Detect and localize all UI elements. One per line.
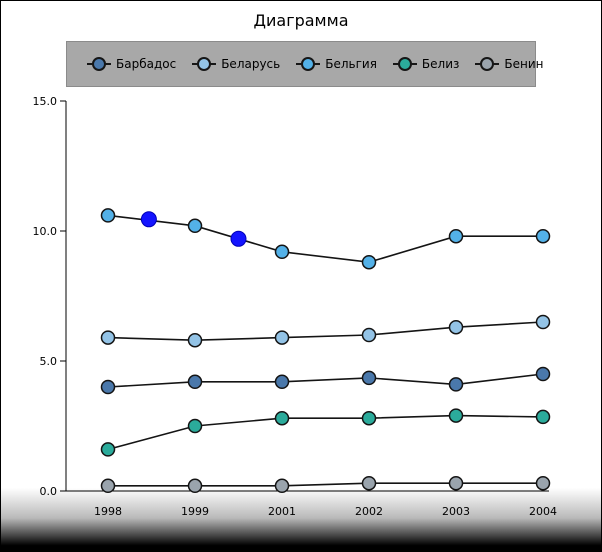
data-point[interactable] bbox=[274, 244, 290, 260]
y-tick-label: 10.0 bbox=[33, 225, 58, 238]
y-tick-label: 0.0 bbox=[40, 485, 58, 498]
data-point[interactable] bbox=[535, 314, 551, 330]
data-point[interactable] bbox=[100, 330, 116, 345]
legend-marker-icon bbox=[192, 57, 217, 71]
data-point[interactable] bbox=[448, 228, 464, 244]
x-tick-label: 1998 bbox=[94, 505, 122, 518]
legend-marker-icon bbox=[475, 57, 500, 71]
chart-title: Диаграмма bbox=[253, 11, 349, 30]
legend-item[interactable]: Бельгия bbox=[296, 57, 377, 71]
data-point[interactable] bbox=[535, 409, 551, 425]
data-point[interactable] bbox=[535, 475, 551, 491]
legend-item[interactable]: Бенин bbox=[475, 57, 544, 71]
legend-item-label: Барбадос bbox=[116, 57, 177, 71]
data-point[interactable] bbox=[361, 410, 377, 426]
legend-dot-icon bbox=[197, 57, 212, 71]
data-point[interactable] bbox=[274, 410, 290, 426]
data-point[interactable] bbox=[274, 330, 290, 345]
data-point[interactable] bbox=[187, 478, 203, 494]
data-point[interactable] bbox=[448, 408, 464, 423]
legend-dot-icon bbox=[92, 57, 106, 71]
data-point[interactable] bbox=[361, 254, 377, 270]
data-point[interactable] bbox=[100, 442, 116, 457]
legend-item[interactable]: Белиз bbox=[392, 57, 460, 71]
data-point[interactable] bbox=[274, 374, 290, 390]
x-tick-label: 2004 bbox=[529, 505, 557, 518]
data-point[interactable] bbox=[187, 418, 203, 434]
data-point[interactable] bbox=[448, 475, 464, 491]
series-line bbox=[107, 373, 544, 388]
legend-item[interactable]: Барбадос bbox=[87, 57, 176, 71]
data-point[interactable] bbox=[448, 377, 464, 392]
legend-dot-icon bbox=[301, 57, 316, 71]
data-point[interactable] bbox=[361, 475, 377, 491]
chart-legend: Барбадос Беларусь Бельгия Белиз Бенин bbox=[66, 41, 544, 87]
data-point[interactable] bbox=[100, 208, 116, 223]
data-point[interactable] bbox=[187, 218, 203, 234]
highlighted-data-point[interactable] bbox=[230, 230, 247, 247]
data-point[interactable] bbox=[361, 327, 377, 343]
series-line bbox=[107, 321, 544, 342]
legend-marker-icon bbox=[392, 57, 417, 71]
legend-marker-icon bbox=[87, 57, 111, 71]
data-point[interactable] bbox=[361, 370, 377, 386]
x-tick-label: 1999 bbox=[181, 505, 209, 518]
series-line bbox=[107, 414, 544, 451]
series-line bbox=[108, 482, 543, 487]
legend-dot-icon bbox=[397, 57, 412, 71]
legend-item-label: Белиз bbox=[421, 57, 460, 71]
legend-item-label: Беларусь bbox=[221, 57, 281, 71]
x-tick-label: 2002 bbox=[355, 505, 383, 518]
legend-item-label: Бельгия bbox=[325, 57, 377, 71]
data-point[interactable] bbox=[100, 379, 116, 395]
data-point[interactable] bbox=[274, 478, 290, 494]
legend-item-label: Бенин bbox=[504, 57, 544, 71]
legend-item[interactable]: Беларусь bbox=[192, 57, 280, 71]
data-point[interactable] bbox=[535, 366, 551, 382]
data-point[interactable] bbox=[187, 332, 203, 348]
legend-dot-icon bbox=[480, 57, 495, 71]
data-point[interactable] bbox=[448, 319, 464, 335]
legend-marker-icon bbox=[296, 57, 321, 71]
x-tick-label: 2001 bbox=[268, 505, 296, 518]
data-point[interactable] bbox=[100, 478, 116, 494]
y-tick-label: 5.0 bbox=[40, 355, 58, 368]
x-tick-label: 2003 bbox=[442, 505, 470, 518]
y-tick-label: 15.0 bbox=[33, 95, 58, 108]
series-line bbox=[107, 214, 543, 264]
data-point[interactable] bbox=[187, 374, 203, 390]
highlighted-data-point[interactable] bbox=[140, 211, 157, 228]
data-point[interactable] bbox=[535, 228, 551, 244]
